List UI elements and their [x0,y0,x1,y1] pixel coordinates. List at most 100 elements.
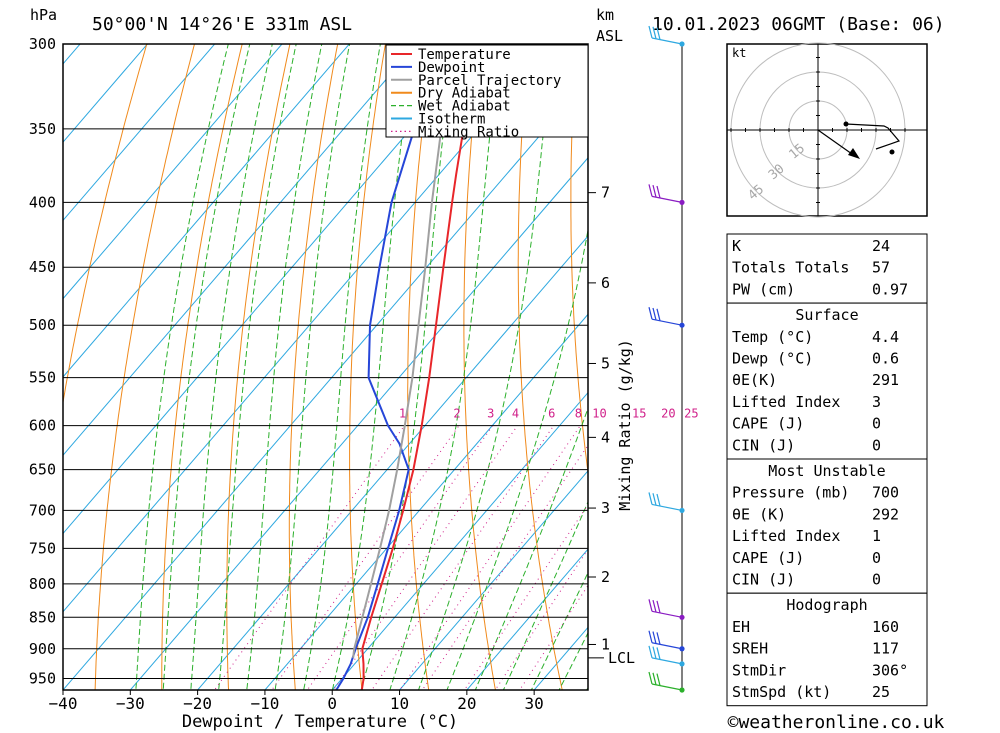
dry-adiabat-line [993,0,1000,733]
indices-table: K 24 Totals Totals 57 PW (cm) 0.97 [726,233,928,304]
mixing-ratio-line [463,503,588,690]
dry-adiabat-line [288,44,339,690]
mixing-ratio-label: 20 [661,407,675,421]
wind-barb [648,599,685,620]
stat-value: 0 [872,415,881,433]
stat-value: 291 [872,371,899,389]
wet-adiabat-line [303,44,381,690]
wet-adiabat-line [218,44,297,690]
isotherm-line [63,44,350,378]
isotherm-line [466,548,588,690]
wind-barb [648,307,685,328]
pressure-tick-label: 500 [29,316,56,334]
x-tick-label: 10 [390,694,409,713]
legend-entry-label: Isotherm [418,112,485,128]
x-axis-title: Dewpoint / Temperature (°C) [182,712,458,732]
x-tick-label: 30 [525,694,544,713]
most-unstable-table: Most Unstable Pressure (mb) 700 θE (K) 292 Li… [726,458,928,594]
mixing-ratio-line [421,444,588,690]
hodograph-unit-label: kt [732,46,746,60]
stat-label: Lifted Index [732,527,840,545]
stat-label: Pressure (mb) [732,484,849,502]
most-unstable-table-title: Most Unstable [768,462,885,480]
pressure-tick-label: 650 [29,461,56,479]
legend-entry-label: Temperature [418,47,511,63]
pressure-tick-label: 350 [29,120,56,138]
series-parcel-trajectory-line [352,79,451,659]
stat-value: 0 [872,549,881,567]
hodograph-stats-table-title: Hodograph [786,596,867,614]
stat-label: Lifted Index [732,393,840,411]
legend-entry-label: Dewpoint [418,60,485,76]
pressure-tick-label: 300 [29,35,56,53]
km-tick-label: 2 [601,568,610,586]
isotherm-line [63,78,588,690]
dry-adiabat-line [63,44,148,405]
stat-label: CAPE (J) [732,415,804,433]
stat-label: CIN (J) [732,571,795,589]
dry-adiabat-line [226,44,291,690]
stat-value: 700 [872,484,899,502]
isobar-lines [63,44,588,680]
stat-value: 57 [872,259,890,277]
series-temperature-line [360,44,489,690]
x-tick-label: 0 [327,694,337,713]
sounding-profiles [335,44,489,690]
pressure-tick-label: 400 [29,193,56,211]
isotherm-line [331,391,588,690]
stat-value: 4.4 [872,328,899,346]
x-tick-label: −40 [49,694,78,713]
stat-value: 160 [872,618,899,636]
stat-label: Totals Totals [732,259,849,277]
hodograph-trace [845,123,901,150]
pressure-tick-label: 950 [29,670,56,688]
stat-value: 117 [872,640,899,658]
stat-label: CIN (J) [732,436,795,454]
isotherm-line [129,157,588,690]
wind-barb [648,645,685,667]
mixing-ratio-label: 1 [399,407,406,421]
most-unstable-table-frame [726,458,928,594]
mixing-ratio-label: 8 [575,407,582,421]
stat-label: StmDir [732,661,786,679]
wet-adiabat-line [530,571,588,690]
wet-adiabat-line [135,44,229,690]
wind-barb [648,630,685,652]
stat-label: Dewp (°C) [732,350,813,368]
stat-value: 0.97 [872,280,908,298]
hodograph-point [889,149,895,155]
mixing-ratio-label: 25 [684,407,698,421]
hodograph-stats-table: Hodograph EH 160 SREH 117 StmDir 306° StmSpd (k… [726,592,928,707]
dry-adiabat-line [947,0,1000,733]
stats-tables: K 24 Totals Totals 57 PW (cm) 0.97 Surface Temp… [726,233,928,707]
km-tick-label: 5 [601,354,610,372]
wet-adiabat-line [474,406,588,690]
mixing-ratio-axis-title: Mixing Ratio (g/kg) [616,339,634,511]
isotherm-line [196,235,588,690]
storm-motion-vector [817,129,853,155]
hodograph-stats-table-frame [726,592,928,707]
mixing-ratio-line [399,425,581,690]
wind-barb [648,184,685,205]
pressure-tick-label: 550 [29,369,56,387]
mixing-ratio-label: 4 [512,407,519,421]
plot-frame [62,43,589,691]
legend-entry-label: Wet Adiabat [418,99,511,115]
pressure-tick-label: 450 [29,258,56,276]
mixing-ratio-line [494,548,588,690]
km-tick-label: 3 [601,499,610,517]
mixing-ratio-label: 3 [487,407,494,421]
km-label: km [596,6,614,24]
copyright-label: ©weatheronline.co.uk [728,712,945,733]
stat-value: 1 [872,527,881,545]
storm-motion-arrowhead [848,148,860,159]
isotherm-line [63,44,283,300]
x-tick-label: −10 [250,694,279,713]
asl-label: ASL [596,27,623,45]
location-label: 50°00'N 14°26'E 331m ASL [92,14,352,35]
km-tick-label: 4 [601,428,610,446]
isotherm-line [63,44,81,65]
mixing-ratio-lines [213,425,588,690]
stat-value: 0 [872,436,881,454]
